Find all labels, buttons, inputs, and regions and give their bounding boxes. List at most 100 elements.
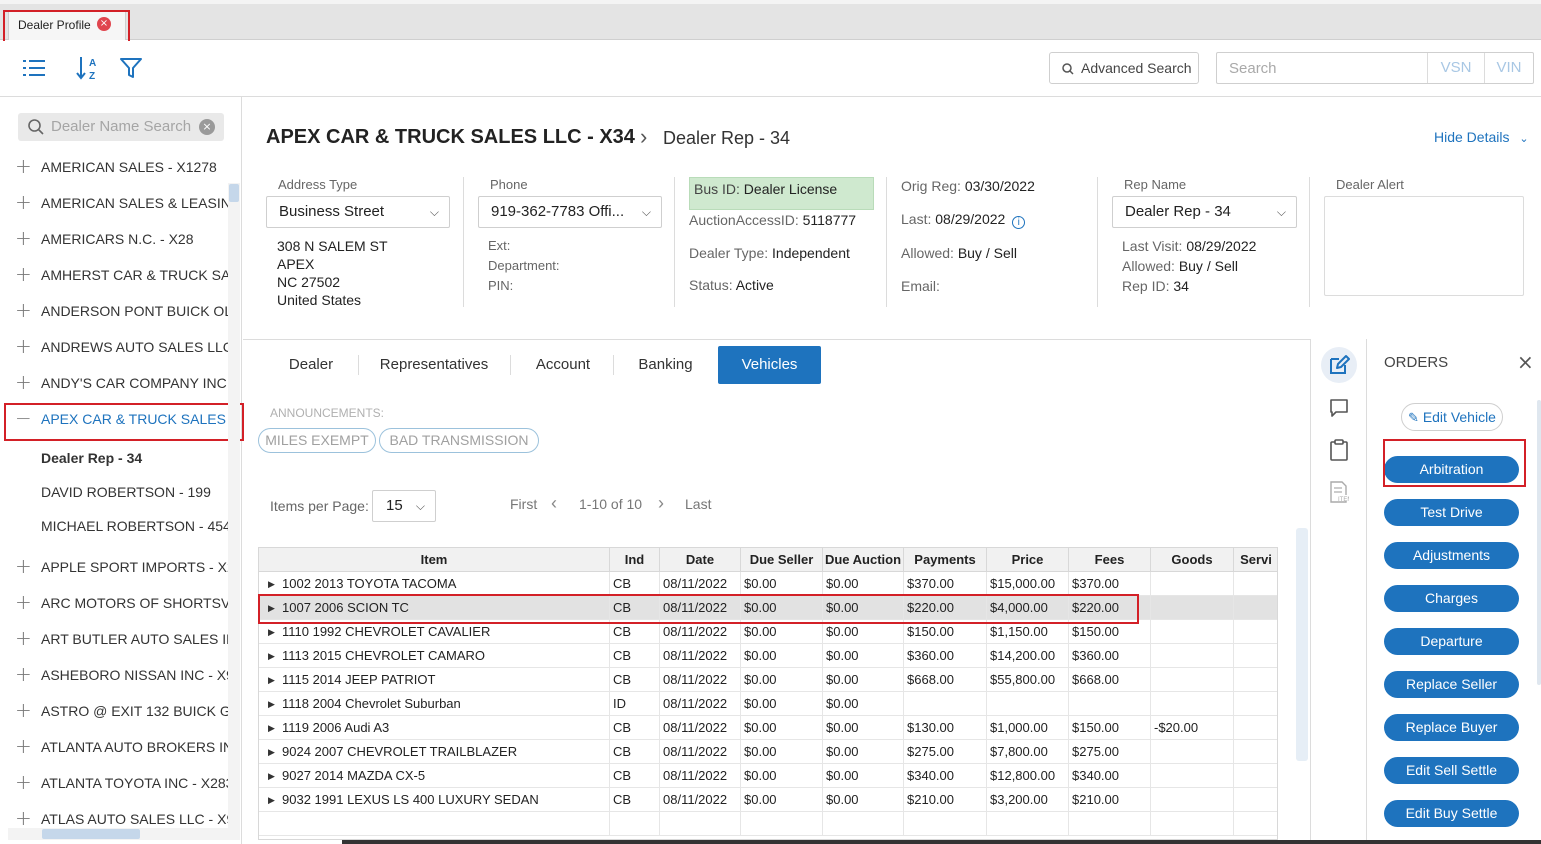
table-row[interactable]: ▶ 9027 2014 MAZDA CX-5 CB 08/11/2022 $0.00 $0… [259,764,1277,788]
rep-item[interactable]: DAVID ROBERTSON - 199 [41,484,211,500]
dealer-item[interactable]: + ANDERSON PONT BUICK OLD [0,293,228,329]
collapse-icon[interactable]: − [15,406,32,430]
dealer-name-search[interactable]: Dealer Name Search × [18,113,224,141]
dealer-item[interactable]: + AMERICAN SALES & LEASING [0,185,228,221]
departure-button[interactable]: Departure [1384,628,1519,655]
sidebar-hscroll-thumb[interactable] [42,829,140,839]
expand-icon[interactable]: + [15,334,32,358]
expand-row-icon[interactable]: ▶ [268,651,275,661]
expand-icon[interactable]: + [15,298,32,322]
item-document-icon[interactable]: ITEM [1321,474,1357,510]
expand-row-icon[interactable]: ▶ [268,579,275,589]
dealer-item[interactable]: + ANDY'S CAR COMPANY INC - [0,365,228,401]
expand-row-icon[interactable]: ▶ [268,723,275,733]
dealer-item-selected[interactable]: − APEX CAR & TRUCK SALES LI [0,401,228,437]
edit-sell-settle-button[interactable]: Edit Sell Settle [1384,757,1519,784]
column-header[interactable]: Goods [1151,548,1234,572]
expand-row-icon[interactable]: ▶ [268,603,275,613]
tab-dealer[interactable]: Dealer [288,356,334,373]
expand-row-icon[interactable]: ▶ [268,699,275,709]
items-per-page-select[interactable]: 15 ⌵ [372,490,436,522]
tab-banking[interactable]: Banking [638,356,693,373]
expand-icon[interactable]: + [15,262,32,286]
last-page-link[interactable]: Last [685,496,712,512]
edit-buy-settle-button[interactable]: Edit Buy Settle [1384,800,1519,827]
table-row-selected[interactable]: ▶ 1007 2006 SCION TC CB 08/11/2022 $0.00 $0.0… [259,596,1277,620]
expand-icon[interactable]: + [15,226,32,250]
rep-name-select[interactable]: Dealer Rep - 34 ⌵ [1112,196,1297,228]
expand-row-icon[interactable]: ▶ [268,747,275,757]
dealer-item[interactable]: + ATLANTA AUTO BROKERS INC [0,729,228,765]
next-page-icon[interactable]: › [658,493,664,513]
expand-icon[interactable]: + [15,370,32,394]
dealer-item[interactable]: + AMERICARS N.C. - X28 [0,221,228,257]
expand-icon[interactable]: + [15,806,32,830]
column-header[interactable]: Ind [610,548,660,572]
dealer-item[interactable]: + ASTRO @ EXIT 132 BUICK GM [0,693,228,729]
expand-icon[interactable]: + [15,626,32,650]
rep-item-selected[interactable]: Dealer Rep - 34 [41,450,143,466]
table-row[interactable]: ▶ 9024 2007 CHEVROLET TRAILBLAZER CB 08/11/… [259,740,1277,764]
dealer-item[interactable]: + APPLE SPORT IMPORTS - X27 [0,549,228,585]
first-page-link[interactable]: First [510,496,538,512]
dealer-item[interactable]: + AMERICAN SALES - X1278 [0,149,228,185]
tab-dealer-profile[interactable]: Dealer Profile × [8,10,126,40]
tab-vehicles[interactable]: Vehicles [718,346,821,384]
column-header[interactable]: Payments [904,548,987,572]
advanced-search-button[interactable]: Advanced Search [1049,52,1199,84]
column-header[interactable]: Due Auction [823,548,904,572]
expand-icon[interactable]: + [15,554,32,578]
replace-seller-button[interactable]: Replace Seller [1384,671,1519,698]
dealer-item[interactable]: + AMHERST CAR & TRUCK SALE [0,257,228,293]
clipboard-icon[interactable] [1321,432,1357,468]
list-icon[interactable] [23,58,45,78]
vin-button[interactable]: VIN [1496,59,1522,76]
dealer-item[interactable]: + ART BUTLER AUTO SALES INC [0,621,228,657]
tab-account[interactable]: Account [535,356,591,373]
test-drive-button[interactable]: Test Drive [1384,499,1519,526]
arbitration-button[interactable]: Arbitration [1384,456,1519,483]
table-row[interactable]: ▶ 9032 1991 LEXUS LS 400 LUXURY SEDAN CB 08… [259,788,1277,812]
adjustments-button[interactable]: Adjustments [1384,542,1519,569]
dealer-item[interactable]: + ARC MOTORS OF SHORTSVILI [0,585,228,621]
table-row[interactable]: ▶ 1002 2013 TOYOTA TACOMA CB 08/11/2022 $0.0… [259,572,1277,596]
dealer-item[interactable]: + ANDREWS AUTO SALES LLC - [0,329,228,365]
expand-row-icon[interactable]: ▶ [268,795,275,805]
sort-az-icon[interactable]: A Z [76,55,100,81]
table-row[interactable]: ▶ 1113 2015 CHEVROLET CAMARO CB 08/11/2022 $… [259,644,1277,668]
expand-row-icon[interactable]: ▶ [268,771,275,781]
expand-icon[interactable]: + [15,154,32,178]
phone-select[interactable]: 919-362-7783 Offi... ⌵ [478,196,662,228]
expand-icon[interactable]: + [15,698,32,722]
table-row[interactable]: ▶ 1118 2004 Chevrolet Suburban ID 08/11/202… [259,692,1277,716]
column-header[interactable]: Date [660,548,741,572]
expand-row-icon[interactable]: ▶ [268,675,275,685]
grid-scrollbar[interactable] [1296,528,1308,761]
rep-item[interactable]: MICHAEL ROBERTSON - 454 [41,518,231,534]
tab-representatives[interactable]: Representatives [379,356,489,373]
table-row[interactable]: ▶ 1110 1992 CHEVROLET CAVALIER CB 08/11/202… [259,620,1277,644]
expand-row-icon[interactable]: ▶ [268,627,275,637]
vsn-button[interactable]: VSN [1428,53,1485,83]
column-header[interactable]: Price [987,548,1069,572]
info-icon[interactable]: i [1012,216,1026,229]
expand-icon[interactable]: + [15,190,32,214]
comment-icon[interactable] [1321,390,1357,426]
expand-icon[interactable]: + [15,770,32,794]
edit-vehicle-button[interactable]: ✎ Edit Vehicle [1401,403,1503,431]
dealer-item[interactable]: + ATLANTA TOYOTA INC - X283 [0,765,228,801]
column-header[interactable]: Item [259,548,610,572]
column-header[interactable]: Servi [1234,548,1277,572]
hide-details-link[interactable]: Hide Details ⌄ [1434,129,1529,145]
sidebar-scrollbar[interactable] [228,183,240,829]
address-type-select[interactable]: Business Street ⌵ [266,196,450,228]
expand-icon[interactable]: + [15,590,32,614]
column-header[interactable]: Due Seller [741,548,823,572]
close-tab-icon[interactable]: × [97,17,111,31]
orders-scrollbar[interactable] [1537,400,1541,685]
edit-icon[interactable] [1321,347,1357,383]
expand-icon[interactable]: + [15,734,32,758]
filter-icon[interactable] [119,57,143,79]
charges-button[interactable]: Charges [1384,585,1519,612]
expand-icon[interactable]: + [15,662,32,686]
